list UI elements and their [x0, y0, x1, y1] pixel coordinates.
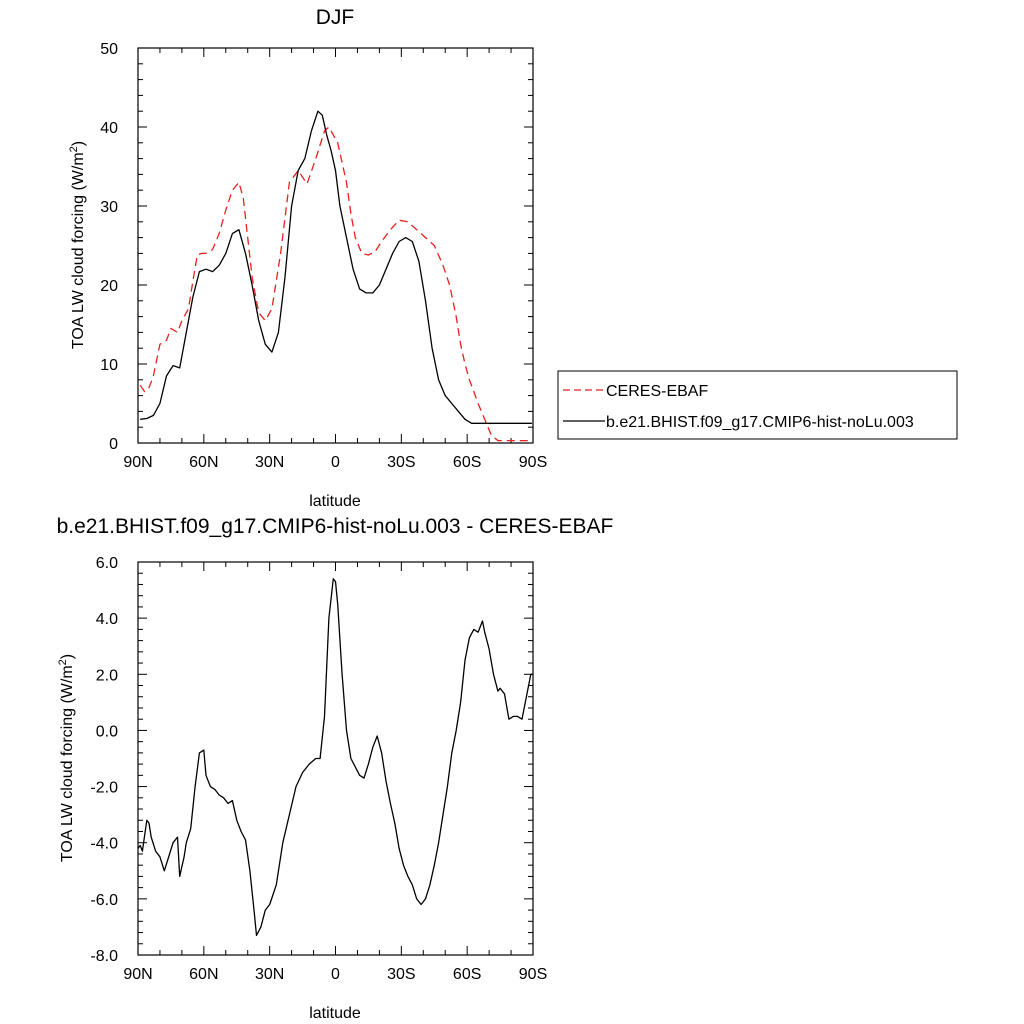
- top-y-tick-label: 0: [109, 436, 118, 453]
- top-x-tick-label: 90S: [519, 454, 547, 471]
- legend-box: [557, 370, 958, 440]
- top-x-tick-label: 0: [331, 454, 340, 471]
- legend-label-model: b.e21.BHIST.f09_g17.CMIP6-hist-noLu.003: [606, 414, 914, 431]
- top-y-tick-label: 50: [100, 41, 118, 58]
- bottom-chart: b.e21.BHIST.f09_g17.CMIP6-hist-noLu.003 …: [57, 515, 614, 1022]
- bottom-y-tick-label: -6.0: [90, 892, 118, 909]
- legend: CERES-EBAF b.e21.BHIST.f09_g17.CMIP6-his…: [557, 370, 958, 440]
- bottom-y-axis-label: TOA LW cloud forcing (W/m2): [57, 654, 76, 862]
- bottom-chart-title: b.e21.BHIST.f09_g17.CMIP6-hist-noLu.003 …: [57, 515, 614, 538]
- bottom-x-axis-label: latitude: [309, 1005, 361, 1022]
- bottom-series-line-0: [137, 578, 533, 937]
- bottom-y-tick-label: 6.0: [96, 555, 118, 572]
- top-series-group: [139, 110, 532, 442]
- bottom-series-group: [137, 578, 533, 937]
- bottom-y-axis-label-sup: 2: [57, 659, 69, 665]
- top-axis-ticks: 90N 60N 30N 0 30S 60S 90S 0 10 20 30 40 50: [100, 41, 547, 471]
- bottom-x-tick-label: 60N: [189, 966, 218, 983]
- bottom-x-tick-label: 30S: [387, 966, 415, 983]
- top-series-line-1: [140, 110, 532, 424]
- bottom-y-tick-label: 0.0: [96, 723, 118, 740]
- top-y-tick-label: 30: [100, 199, 118, 216]
- top-y-tick-label: 20: [100, 278, 118, 295]
- top-y-axis-label-end: ): [70, 141, 87, 146]
- top-chart-title: DJF: [316, 6, 355, 29]
- bottom-x-tick-label: 60S: [453, 966, 481, 983]
- top-x-tick-label: 60S: [453, 454, 481, 471]
- legend-label-ceres: CERES-EBAF: [606, 383, 708, 400]
- top-y-tick-label: 40: [100, 120, 118, 137]
- top-x-tick-label: 30S: [387, 454, 415, 471]
- top-x-tick-label: 60N: [189, 454, 218, 471]
- bottom-x-tick-label: 90S: [519, 966, 547, 983]
- bottom-y-tick-label: -4.0: [90, 836, 118, 853]
- top-x-tick-label: 30N: [255, 454, 284, 471]
- top-y-axis-label-sup: 2: [68, 146, 80, 152]
- top-y-axis-label-main: TOA LW cloud forcing (W/m: [70, 152, 87, 349]
- bottom-y-tick-label: 4.0: [96, 611, 118, 628]
- top-y-axis-label: TOA LW cloud forcing (W/m2): [68, 141, 87, 349]
- bottom-axis-ticks: 90N 60N 30N 0 30S 60S 90S -8.0 -6.0 -4.0 -2.0 0.0 2.…: [90, 555, 547, 983]
- bottom-plot-frame: [137, 561, 534, 956]
- bottom-x-tick-label: 0: [331, 966, 340, 983]
- bottom-x-tick-label: 30N: [255, 966, 284, 983]
- bottom-y-tick-label: 2.0: [96, 667, 118, 684]
- top-chart: DJF 90N 60N 30N 0 30S 60S 90S 0 10 20 30 40 50 latit…: [68, 6, 547, 510]
- bottom-y-tick-label: -2.0: [90, 780, 118, 797]
- top-x-tick-label: 90N: [123, 454, 152, 471]
- bottom-x-tick-label: 90N: [123, 966, 152, 983]
- top-plot-frame: [137, 47, 534, 444]
- bottom-y-axis-label-main: TOA LW cloud forcing (W/m: [59, 665, 76, 862]
- top-series-line-0: [139, 126, 532, 442]
- bottom-y-axis-label-end: ): [59, 654, 76, 659]
- top-x-axis-label: latitude: [309, 493, 361, 510]
- bottom-y-tick-label: -8.0: [90, 948, 118, 965]
- top-y-tick-label: 10: [100, 357, 118, 374]
